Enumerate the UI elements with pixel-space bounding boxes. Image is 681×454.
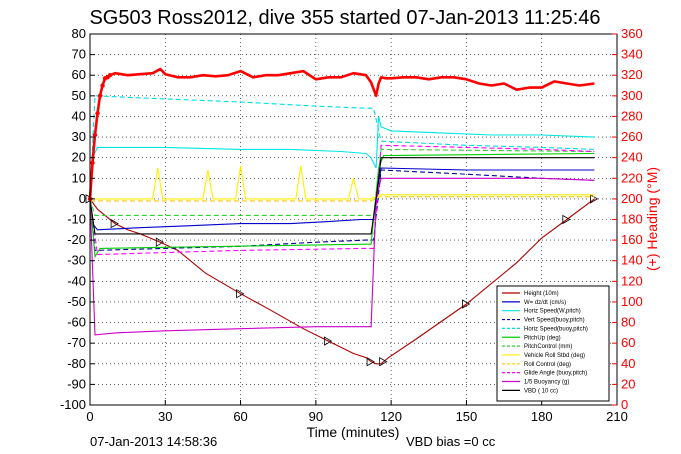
height-marker — [110, 218, 119, 229]
y-tick-label: -90 — [67, 376, 86, 391]
legend-label: Vert Speed(buoy,pitch) — [524, 318, 585, 324]
series-line-0 — [89, 198, 595, 365]
series-line-10 — [89, 177, 595, 336]
x-tick-label: 180 — [531, 409, 553, 424]
legend-label: VBD ( 10 cc) — [524, 388, 558, 394]
height-marker — [462, 299, 471, 309]
y-right-tick-label: 140 — [621, 253, 643, 268]
y-right-tick-label: 40 — [621, 356, 635, 371]
height-marker — [562, 214, 571, 225]
heading-point — [95, 111, 100, 116]
legend-items: Height (10m) W= dz/dt (cm/s) Horiz Speed(W… — [502, 291, 588, 394]
y-right-tick-label: 20 — [621, 376, 635, 391]
series-line-7 — [90, 165, 595, 200]
y-tick-label: -50 — [67, 294, 86, 309]
series-line-1 — [89, 167, 595, 231]
x-axis-label: Time (minutes) — [307, 424, 400, 440]
footer-vbd-bias: VBD bias =0 cc — [406, 434, 496, 449]
y-right-tick-label: 260 — [621, 129, 643, 144]
y-tick-label: 70 — [72, 47, 86, 62]
x-tick-label: 120 — [380, 409, 402, 424]
legend-label: Vehicle Roll Stbd (deg) — [524, 353, 585, 359]
heading-line — [88, 67, 595, 199]
heading-point — [107, 73, 113, 78]
chart-title: SG503 Ross2012, dive 355 started 07-Jan-… — [89, 7, 600, 29]
y-axis-right-label: (+) Heading (°M) — [644, 167, 660, 271]
y-tick-label: -20 — [67, 232, 86, 247]
y-tick-label: 10 — [72, 170, 86, 185]
legend-label: PitchUp (deg) — [524, 335, 561, 341]
y-tick-label: 30 — [72, 129, 86, 144]
heading-point — [97, 93, 103, 99]
y-tick-label: -10 — [67, 212, 86, 227]
y-right-tick-label: 220 — [621, 170, 643, 185]
y-right-tick-label: 120 — [621, 273, 643, 288]
plot-series — [85, 67, 599, 367]
y-tick-label: -80 — [67, 356, 86, 371]
x-tick-label: 210 — [606, 409, 628, 424]
footer-timestamp: 07-Jan-2013 14:58:36 — [90, 434, 217, 449]
y-tick-label: 50 — [72, 88, 86, 103]
series-line-3 — [89, 169, 595, 251]
y-right-tick-label: 0 — [621, 397, 628, 412]
legend: Height (10m) W= dz/dt (cm/s) Horiz Speed(W… — [496, 285, 610, 402]
x-tick-label: 90 — [309, 409, 323, 424]
y-right-tick-label: 60 — [621, 335, 635, 350]
height-marker — [379, 357, 388, 367]
height-marker — [236, 289, 245, 299]
legend-label: 1/5 Buoyancy (g) — [524, 380, 569, 386]
height-marker — [324, 336, 333, 346]
heading-point — [92, 132, 98, 138]
legend-label: Roll Control (deg) — [524, 362, 571, 368]
legend-label: PitchControl (mm) — [524, 344, 572, 350]
y-right-tick-label: 320 — [621, 67, 643, 82]
legend-label: Horiz Speed(W,pitch) — [524, 309, 581, 315]
y-right-tick-label: 300 — [621, 88, 643, 103]
y-right-tick-label: 240 — [621, 150, 643, 165]
y-right-tick-label: 200 — [621, 191, 643, 206]
y-right-tick-label: 340 — [621, 47, 643, 62]
x-tick-label: 150 — [456, 409, 478, 424]
heading-point — [90, 160, 95, 166]
heading-point — [100, 83, 105, 88]
y-tick-label: -40 — [67, 273, 86, 288]
y-right-tick-label: 80 — [621, 315, 635, 330]
legend-label: Horiz Speed(buoy,pitch) — [524, 326, 588, 332]
series-line-9 — [89, 144, 595, 256]
series-line-8 — [90, 196, 595, 202]
y-right-tick-label: 180 — [621, 212, 643, 227]
y-tick-label: -30 — [67, 253, 86, 268]
x-tick-label: 0 — [86, 409, 93, 424]
x-tick-label: 30 — [158, 409, 172, 424]
y-right-tick-label: 160 — [621, 232, 643, 247]
y-right-tick-label: 280 — [621, 108, 643, 123]
legend-label: Height (10m) — [524, 291, 559, 297]
height-marker — [366, 357, 375, 367]
x-axis-ticks: 0 30 60 90 120 150 180 210 — [86, 400, 628, 424]
legend-label: W= dz/dt (cm/s) — [524, 300, 566, 306]
y-right-tick-label: 360 — [621, 26, 643, 41]
y-tick-label: -100 — [60, 397, 86, 412]
y-tick-label: 0 — [79, 191, 86, 206]
series-line-2 — [89, 116, 595, 199]
legend-label: Glide Angle (buoy,pitch) — [524, 371, 587, 377]
series-line-6 — [89, 148, 595, 216]
y-tick-label: 20 — [72, 150, 86, 165]
series-line-11 — [89, 157, 595, 235]
y-tick-label: -70 — [67, 335, 86, 350]
y-right-tick-label: 100 — [621, 294, 643, 309]
y-tick-label: -60 — [67, 315, 86, 330]
y-tick-label: 80 — [72, 26, 86, 41]
height-marker — [155, 237, 165, 247]
x-tick-label: 60 — [233, 409, 247, 424]
y-axis-ticks: 80 70 60 50 40 30 20 10 0 -10 -20 -30 -40 -50 -60 -70 -8… — [60, 26, 95, 412]
y-tick-label: 40 — [72, 108, 86, 123]
y-tick-label: 60 — [72, 67, 86, 82]
y-axis-right-ticks: 3603403203002802602402202001801601401201… — [612, 26, 643, 412]
